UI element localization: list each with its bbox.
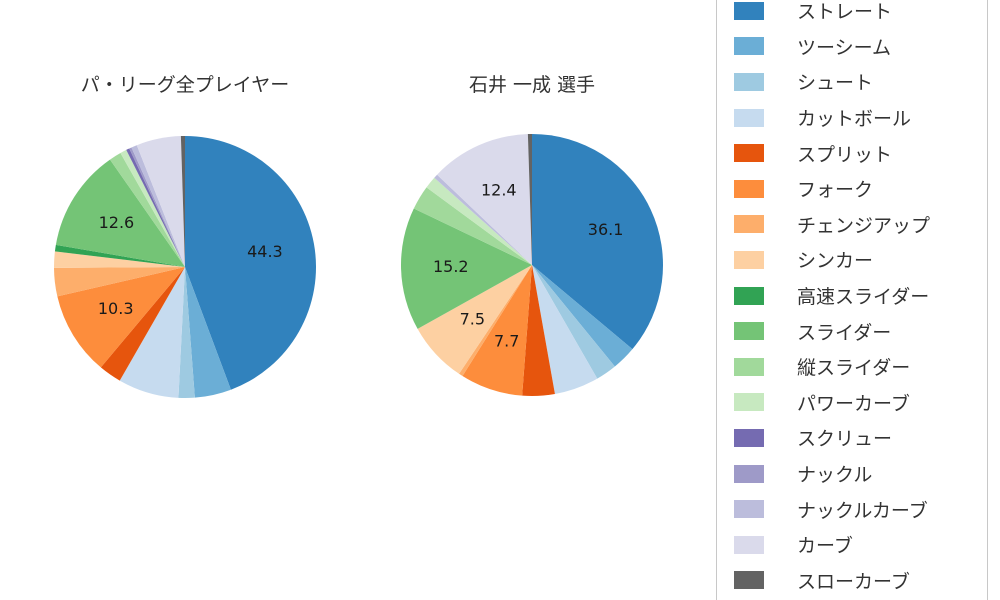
legend-swatch <box>734 1 764 20</box>
pie-ishii-kazunari: 36.1 7.7 7.5 15.2 12.4 <box>400 133 664 397</box>
pie-slice-パワーカーブ <box>426 177 532 265</box>
right-pie-title: 石井 一成 選手 <box>468 74 596 96</box>
pie-slice-チェンジアップ <box>54 267 185 297</box>
legend-item-label: ツーシーム <box>797 36 892 59</box>
legend-item-3: カットボール <box>717 100 987 136</box>
legend-item-4: スプリット <box>717 135 987 171</box>
legend-item-14: ナックルカーブ <box>717 491 987 527</box>
legend-item-6: チェンジアップ <box>717 207 987 243</box>
legend-item-8: 高速スライダー <box>717 278 987 314</box>
pie-slice-パワーカーブ <box>120 149 185 267</box>
legend-item-2: シュート <box>717 64 987 100</box>
slice-value-label: 7.5 <box>460 310 485 329</box>
legend-swatch <box>734 72 764 91</box>
slice-value-label: 44.3 <box>247 242 283 261</box>
pie-slice-スプリット <box>100 267 185 381</box>
legend-item-12: スクリュー <box>717 420 987 456</box>
legend-item-label: カットボール <box>797 108 912 131</box>
pie-slice-シュート <box>178 267 195 398</box>
legend-item-16: スローカーブ <box>717 563 987 599</box>
pie-slice-チェンジアップ <box>459 265 532 377</box>
pie-slice-ナックル <box>129 147 185 267</box>
pie-slice-カーブ <box>136 136 185 267</box>
pie-slice-スプリット <box>522 265 555 397</box>
legend-item-label: スクリュー <box>797 428 893 451</box>
pie-slice-スクリュー <box>126 148 185 267</box>
legend-item-label: スローカーブ <box>797 570 910 593</box>
pie-slice-スローカーブ <box>527 133 532 265</box>
pie-slice-フォーク <box>57 267 186 368</box>
pie-slice-スライダー <box>400 208 532 329</box>
pie-slice-カットボール <box>119 267 185 398</box>
pie-slice-縦スライダー <box>110 153 185 267</box>
pie-slice-ツーシーム <box>532 265 633 367</box>
legend-swatch <box>734 250 764 269</box>
slice-value-label: 36.1 <box>588 220 624 239</box>
legend-item-label: シンカー <box>797 250 874 273</box>
pie-slice-ツーシーム <box>185 267 231 398</box>
pie-pa-league-all-players: 44.3 10.3 12.6 <box>53 135 317 398</box>
legend-swatch <box>734 37 764 56</box>
slice-value-label: 12.6 <box>99 213 135 232</box>
pie-slice-ナックルカーブ <box>434 174 532 265</box>
legend-item-15: カーブ <box>717 527 987 563</box>
legend-item-label: パワーカーブ <box>797 392 910 415</box>
legend-swatch <box>734 108 764 127</box>
legend-swatch <box>734 357 764 376</box>
pie-slice-縦スライダー <box>413 187 532 265</box>
legend-item-label: シュート <box>797 72 874 95</box>
pie-slice-スローカーブ <box>180 135 185 267</box>
pie-slice-シュート <box>532 265 615 379</box>
legend-items: ストレートツーシームシュートカットボール スプリットフォークチェンジアップ シンカー… <box>717 0 987 598</box>
legend-swatch <box>734 571 764 590</box>
slice-value-label: 10.3 <box>98 299 134 318</box>
pie-slice-ナックルカーブ <box>131 145 185 267</box>
legend-item-11: パワーカーブ <box>717 385 987 421</box>
legend-item-7: シンカー <box>717 242 987 278</box>
legend-item-5: フォーク <box>717 171 987 207</box>
pie-slice-高速スライダー <box>54 244 186 267</box>
legend-item-13: ナックル <box>717 456 987 492</box>
legend-item-label: ナックル <box>797 464 873 487</box>
legend-swatch <box>734 500 764 519</box>
legend-item-label: フォーク <box>797 179 874 202</box>
pie-slice-スライダー <box>55 159 185 267</box>
legend-item-label: ストレート <box>797 1 893 24</box>
pie-slice-ストレート <box>185 136 317 390</box>
pie-slice-シンカー <box>417 265 532 374</box>
legend-box: ストレートツーシームシュートカットボール スプリットフォークチェンジアップ シンカー… <box>716 0 988 600</box>
pie-slice-カーブ <box>437 134 532 265</box>
legend-swatch <box>734 393 764 412</box>
legend-swatch <box>734 215 764 234</box>
legend-swatch <box>734 286 764 305</box>
left-pie-title: パ・リーグ全プレイヤー <box>80 74 290 96</box>
pie-slice-ストレート <box>532 134 664 350</box>
slice-value-label: 12.4 <box>481 180 517 199</box>
pie-slice-シンカー <box>53 251 186 268</box>
pie-slice-フォーク <box>462 265 532 396</box>
legend-item-9: スライダー <box>717 313 987 349</box>
slice-value-label: 15.2 <box>433 257 469 276</box>
legend-swatch <box>734 535 764 554</box>
pie-slice-カットボール <box>532 265 598 394</box>
legend-swatch <box>734 428 764 447</box>
legend-item-label: カーブ <box>797 535 853 558</box>
legend-item-label: 縦スライダー <box>797 357 911 380</box>
legend-swatch <box>734 179 764 198</box>
legend-item-0: ストレート <box>717 0 987 29</box>
legend-swatch <box>734 144 764 163</box>
legend-item-label: チェンジアップ <box>797 214 931 237</box>
legend-item-label: ナックルカーブ <box>797 499 928 522</box>
legend-item-1: ツーシーム <box>717 29 987 65</box>
legend-item-label: スライダー <box>797 321 892 344</box>
slice-value-label: 7.7 <box>494 332 519 351</box>
legend-item-10: 縦スライダー <box>717 349 987 385</box>
legend-item-label: 高速スライダー <box>797 286 930 309</box>
legend-item-label: スプリット <box>797 143 893 166</box>
legend-swatch <box>734 322 764 341</box>
legend-swatch <box>734 464 764 483</box>
